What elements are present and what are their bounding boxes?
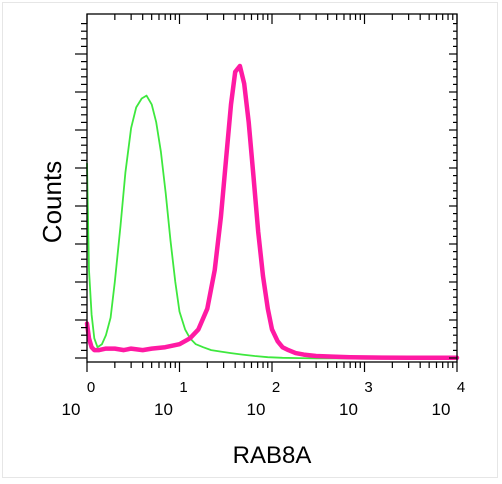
x-tick-label-base-2: 10 — [247, 400, 266, 419]
x-tick-label-base-4: 10 — [432, 400, 451, 419]
x-tick-label-exp-2: 2 — [272, 379, 280, 396]
y-axis-label: Counts — [37, 161, 67, 243]
x-tick-label-exp-1: 1 — [179, 379, 187, 396]
x-tick-label-base-1: 10 — [154, 400, 173, 419]
x-tick-label-exp-3: 3 — [364, 379, 372, 396]
plot-frame — [86, 13, 458, 363]
histogram-chart: 10 0 10 1 10 2 10 3 10 4 Counts RAB8A — [37, 13, 466, 469]
x-tick-label-exp-4: 4 — [457, 379, 465, 396]
x-tick-label-exp-0: 0 — [87, 379, 95, 396]
x-tick-labels: 10 0 10 1 10 2 10 3 10 4 — [62, 379, 466, 419]
tick-marks — [75, 14, 458, 372]
series-line-1 — [86, 94, 458, 360]
x-tick-label-base-3: 10 — [339, 400, 358, 419]
x-tick-label-base-0: 10 — [62, 400, 81, 419]
x-axis-label: RAB8A — [233, 442, 312, 469]
figure-frame: 10 0 10 1 10 2 10 3 10 4 Counts RAB8A — [2, 2, 498, 478]
series-layer — [84, 63, 460, 361]
plot-background — [87, 14, 457, 362]
series-line-2 — [84, 63, 460, 361]
